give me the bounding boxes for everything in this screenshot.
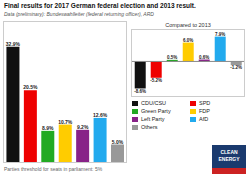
html-text:Final results for 2017 German: Final results for 2017 German federal el… xyxy=(4,2,196,9)
html-text:Left Party: Left Party xyxy=(141,116,165,122)
svg-text:0.5%: 0.5% xyxy=(167,55,177,60)
svg-text:20.5%: 20.5% xyxy=(23,84,38,90)
html-text:Others: Others xyxy=(141,124,158,130)
svg-text:9.2%: 9.2% xyxy=(77,124,89,130)
html-text:FDP: FDP xyxy=(199,108,210,114)
svg-text:0.6%: 0.6% xyxy=(199,55,209,60)
html-text:CDU/CSU: CDU/CSU xyxy=(141,100,167,106)
svg-text:8.9%: 8.9% xyxy=(42,125,54,131)
svg-text:10.7%: 10.7% xyxy=(58,119,73,125)
svg-text:-5.2%: -5.2% xyxy=(150,78,162,83)
html-text:SPD: SPD xyxy=(199,100,211,106)
svg-text:6.0%: 6.0% xyxy=(183,38,193,43)
svg-text:-1.2%: -1.2% xyxy=(230,65,242,70)
html-text:ENERGY: ENERGY xyxy=(218,156,240,162)
svg-text:-8.6%: -8.6% xyxy=(134,89,146,94)
html-text:Green Party: Green Party xyxy=(141,108,171,114)
svg-text:7.9%: 7.9% xyxy=(215,32,225,37)
html-text:AfD: AfD xyxy=(199,116,209,122)
html-text:CLEAN: CLEAN xyxy=(220,149,238,155)
svg-text:32.9%: 32.9% xyxy=(8,41,21,47)
html-text:Data (preliminary): Bundeswahl: Data (preliminary): Bundeswahlleiter (fe… xyxy=(4,11,154,17)
svg-text:12.6%: 12.6% xyxy=(93,112,108,118)
html-text:Parties threshold for seats in: Parties threshold for seats in parliamen… xyxy=(4,166,103,172)
html-text:Compared to 2013: Compared to 2013 xyxy=(165,22,211,28)
svg-text:5.0%: 5.0% xyxy=(112,139,124,145)
